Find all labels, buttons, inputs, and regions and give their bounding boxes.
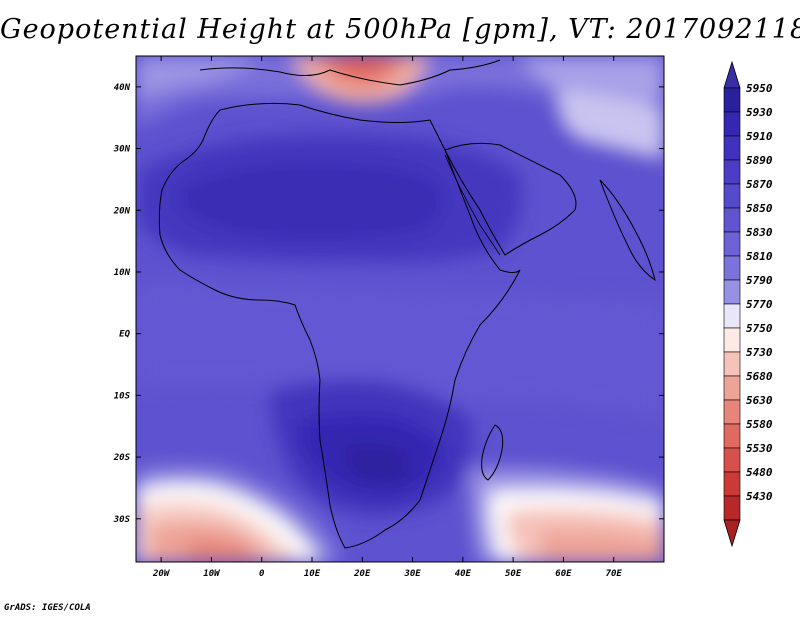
map-title: Geopotential Height at 500hPa [gpm], VT:… bbox=[0, 14, 800, 45]
colorbar-label: 5530 bbox=[746, 442, 773, 455]
colorbar-label: 5770 bbox=[746, 298, 773, 311]
lat-label: 10N bbox=[114, 268, 131, 278]
colorbar-label: 5430 bbox=[746, 490, 773, 503]
colorbar-label: 5680 bbox=[746, 370, 773, 383]
lon-label: 10W bbox=[203, 569, 221, 579]
lat-label: 30N bbox=[113, 145, 131, 155]
lat-label: EQ bbox=[119, 330, 130, 340]
colorbar-swatch bbox=[723, 207, 741, 233]
lon-label: 50E bbox=[505, 569, 522, 579]
lon-label: 30E bbox=[403, 569, 421, 579]
latitude-axis: 40N 30N 20N 10N EQ 10S 20S 30S bbox=[113, 83, 664, 525]
grads-credit: GrADS: IGES/COLA bbox=[4, 603, 91, 613]
lon-label: 60E bbox=[555, 569, 572, 579]
colorbar-label: 5810 bbox=[746, 250, 773, 263]
colorbar-label: 5580 bbox=[746, 418, 773, 431]
lon-label: 70E bbox=[606, 569, 623, 579]
colorbar-swatch bbox=[723, 471, 741, 497]
colorbar-swatch bbox=[723, 255, 741, 281]
lat-label: 20S bbox=[113, 453, 131, 463]
colorbar-swatch bbox=[723, 423, 741, 449]
lat-label: 20N bbox=[113, 206, 131, 216]
lon-label: 20W bbox=[152, 569, 171, 579]
colorbar-swatch bbox=[723, 87, 741, 113]
colorbar-label: 5910 bbox=[746, 130, 773, 143]
colorbar-label: 5750 bbox=[746, 322, 773, 335]
colorbar-label: 5870 bbox=[746, 178, 773, 191]
geopotential-field bbox=[136, 56, 664, 562]
lon-label: 0 bbox=[259, 569, 265, 579]
colorbar-label: 5850 bbox=[746, 202, 773, 215]
lat-label: 10S bbox=[114, 391, 131, 401]
colorbar-swatch bbox=[723, 231, 741, 257]
colorbar-swatch bbox=[723, 303, 741, 329]
lat-label: 40N bbox=[114, 83, 131, 93]
colorbar-label: 5630 bbox=[746, 394, 773, 407]
coastlines bbox=[158, 59, 656, 549]
colorbar-swatch bbox=[723, 327, 741, 353]
colorbar-swatch bbox=[723, 183, 741, 209]
europe-coastline bbox=[199, 59, 501, 86]
madagascar-coastline bbox=[481, 424, 504, 481]
colorbar-label: 5890 bbox=[746, 154, 773, 167]
colorbar-arrow-top bbox=[723, 60, 741, 89]
colorbar-swatch bbox=[723, 375, 741, 401]
lon-label: 20E bbox=[353, 569, 371, 579]
india-coastline bbox=[599, 179, 656, 282]
colorbar-swatch bbox=[723, 399, 741, 425]
colorbar-label: 5480 bbox=[746, 466, 773, 479]
colorbar: 5950 5930 5910 5890 5870 5850 5830 5810 5790 5770… bbox=[723, 60, 773, 548]
colorbar-swatch bbox=[723, 111, 741, 137]
colorbar-swatch bbox=[723, 279, 741, 305]
lon-label: 10E bbox=[304, 569, 321, 579]
lat-label: 30S bbox=[113, 515, 131, 525]
colorbar-swatch bbox=[723, 351, 741, 377]
colorbar-label: 5830 bbox=[746, 226, 773, 239]
longitude-axis: 20W 10W 0 10E 20E 30E 40E 50E 60E 70E bbox=[152, 56, 622, 579]
colorbar-arrow-bottom bbox=[723, 519, 741, 548]
colorbar-swatch bbox=[723, 135, 741, 161]
colorbar-label: 5930 bbox=[746, 106, 773, 119]
map-frame bbox=[135, 55, 665, 563]
colorbar-swatch bbox=[723, 159, 741, 185]
colorbar-label: 5790 bbox=[746, 274, 773, 287]
colorbar-swatch bbox=[723, 447, 741, 473]
colorbar-label: 5950 bbox=[746, 82, 773, 95]
africa-coastline bbox=[158, 102, 521, 549]
colorbar-label: 5730 bbox=[746, 346, 773, 359]
lon-label: 40E bbox=[455, 569, 472, 579]
colorbar-swatch bbox=[723, 495, 741, 521]
arabia-coastline bbox=[444, 142, 577, 256]
red-sea bbox=[444, 154, 501, 256]
